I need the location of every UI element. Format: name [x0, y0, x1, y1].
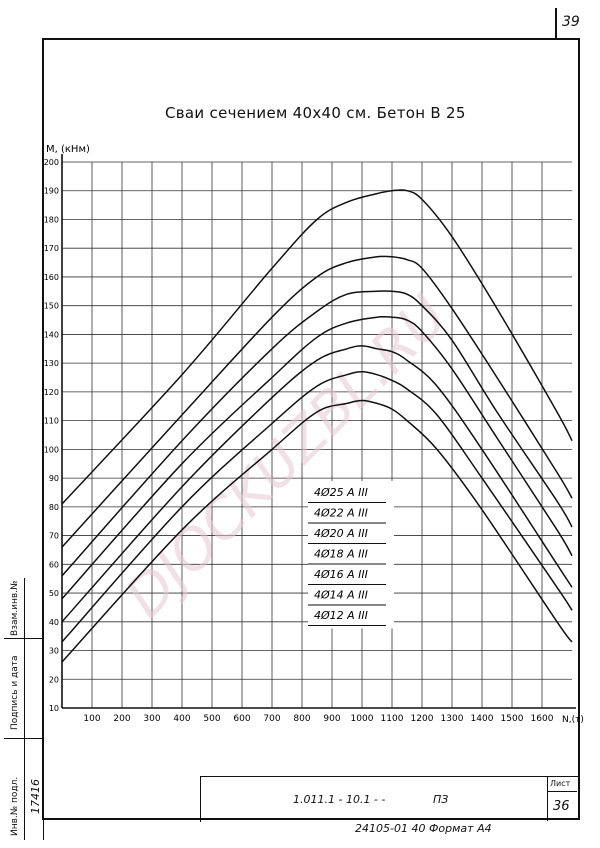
stamp-inv-orig: Инв.№ подл. [10, 776, 20, 836]
sheet-top-number: 39 [562, 14, 580, 30]
x-tick-label: 600 [233, 714, 250, 724]
y-tick-label: 90 [49, 474, 59, 483]
legend-entry: 4Ø16 А III [314, 568, 368, 581]
legend-entry: 4Ø18 А III [314, 548, 368, 561]
x-tick-label: 300 [143, 714, 160, 724]
x-tick-label: 200 [113, 714, 130, 724]
series-line-6 [61, 371, 573, 643]
y-tick-label: 10 [49, 704, 59, 713]
doc-section: ПЗ [433, 793, 449, 806]
x-tick-label: 1100 [381, 714, 404, 724]
y-tick-label: 180 [44, 215, 59, 224]
x-tick-label: 500 [203, 714, 220, 724]
y-tick-label: 200 [44, 158, 59, 167]
stamp-inv-repl: Взам.инв.№ [10, 580, 20, 636]
y-tick-label: 140 [44, 330, 59, 339]
y-tick-label: 20 [49, 675, 59, 684]
side-stamp: Взам.инв.№ Подпись и дата Инв.№ подл. 17… [4, 578, 44, 840]
drawing-frame [42, 38, 580, 820]
legend-entry: 4Ø14 А III [314, 589, 368, 602]
x-tick-label: 1500 [501, 714, 524, 724]
x-tick-label: 800 [293, 714, 310, 724]
stamp-inv-number: 17416 [29, 779, 42, 814]
series-line-1 [61, 189, 573, 505]
legend-entry: 4Ø25 А III [314, 486, 368, 499]
stamp-sign-date: Подпись и дата [10, 655, 20, 730]
x-axis-label: N,(т) [562, 715, 584, 725]
y-axis-label: M, (кНм) [46, 144, 90, 155]
series-line-7 [61, 399, 573, 663]
y-tick-label: 170 [44, 244, 59, 253]
x-tick-label: 700 [263, 714, 280, 724]
legend-box [308, 481, 394, 629]
x-tick-label: 1400 [471, 714, 494, 724]
y-tick-label: 30 [49, 647, 59, 656]
y-tick-label: 50 [49, 589, 59, 598]
y-tick-label: 110 [44, 417, 59, 426]
y-tick-label: 70 [49, 532, 59, 541]
sheet-label: Лист [550, 779, 571, 788]
top-rule [555, 8, 557, 38]
y-tick-label: 40 [49, 618, 59, 627]
x-tick-label: 1200 [411, 714, 434, 724]
series-line-2 [61, 255, 573, 548]
x-tick-label: 1600 [531, 714, 554, 724]
legend-entry: 4Ø22 А III [314, 507, 368, 520]
series-line-4 [61, 315, 573, 600]
doc-code: 1.011.1 - 10.1 - - [293, 793, 386, 806]
y-tick-label: 190 [44, 187, 59, 196]
legend-entry: 4Ø12 А III [314, 609, 368, 622]
y-tick-label: 120 [44, 388, 59, 397]
y-tick-label: 60 [49, 560, 59, 569]
y-tick-label: 160 [44, 273, 59, 282]
y-tick-label: 150 [44, 302, 59, 311]
x-tick-label: 1000 [351, 714, 374, 724]
series-line-3 [61, 290, 573, 577]
chart-title: Сваи сечением 40х40 см. Бетон В 25 [165, 104, 466, 122]
x-tick-label: 1300 [441, 714, 464, 724]
x-tick-label: 900 [323, 714, 340, 724]
y-tick-label: 80 [49, 503, 59, 512]
x-tick-label: 400 [173, 714, 190, 724]
y-tick-label: 130 [44, 359, 59, 368]
bottom-format-text: 24105-01 40 Формат А4 [355, 822, 492, 835]
y-tick-label: 100 [44, 445, 59, 454]
x-tick-label: 100 [83, 714, 100, 724]
sheet-number: 36 [553, 799, 570, 814]
legend-entry: 4Ø20 А III [314, 527, 368, 540]
series-line-5 [61, 345, 573, 623]
title-block: 1.011.1 - 10.1 - - ПЗ Лист 36 [200, 776, 578, 822]
